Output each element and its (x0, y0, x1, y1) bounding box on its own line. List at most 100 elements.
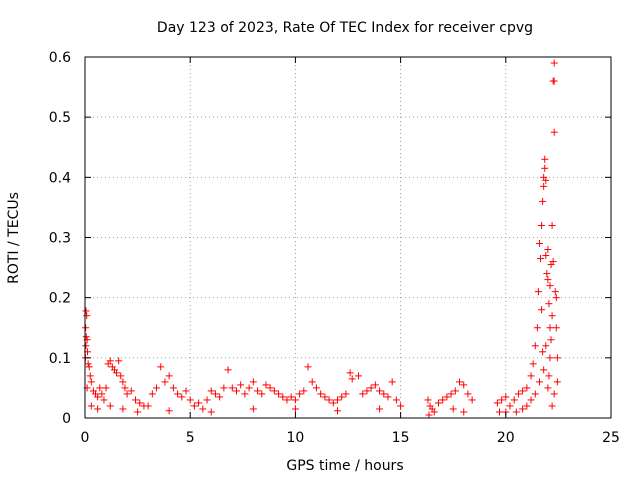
data-point (190, 402, 198, 410)
data-point (464, 390, 472, 398)
data-point (241, 390, 249, 398)
data-point (134, 408, 142, 416)
data-point (82, 324, 90, 332)
data-point (249, 378, 257, 386)
x-tick-label: 5 (186, 430, 195, 446)
data-point (161, 378, 169, 386)
data-point (136, 399, 144, 407)
data-point (207, 387, 215, 395)
data-point (523, 384, 531, 392)
data-point (550, 390, 558, 398)
data-point (94, 405, 102, 413)
data-point (182, 387, 190, 395)
data-point (552, 324, 560, 332)
data-point (531, 390, 539, 398)
data-point (519, 405, 527, 413)
data-point (102, 384, 110, 392)
data-point (534, 288, 542, 296)
data-point (550, 59, 558, 67)
data-point (434, 399, 442, 407)
data-point (211, 390, 219, 398)
data-point (94, 393, 102, 401)
data-point (287, 393, 295, 401)
data-point (550, 77, 558, 85)
data-point (291, 396, 299, 404)
data-point (363, 387, 371, 395)
y-tick-label: 0 (62, 411, 71, 427)
data-point (545, 300, 553, 308)
data-point (342, 390, 350, 398)
data-point (447, 390, 455, 398)
y-tick-label: 0.6 (49, 50, 71, 66)
data-point (82, 307, 90, 315)
data-point (449, 405, 457, 413)
data-point (451, 387, 459, 395)
data-point (106, 402, 114, 410)
data-point (548, 312, 556, 320)
data-point (283, 396, 291, 404)
data-point (228, 384, 236, 392)
data-point (498, 396, 506, 404)
data-point (506, 402, 514, 410)
data-point (249, 405, 257, 413)
data-point (144, 402, 152, 410)
data-point (207, 408, 215, 416)
data-point (533, 324, 541, 332)
data-point (544, 246, 552, 254)
data-point (153, 384, 161, 392)
data-point (87, 402, 95, 410)
data-point (367, 384, 375, 392)
data-point (131, 396, 139, 404)
data-point (317, 390, 325, 398)
data-point (300, 387, 308, 395)
data-point (87, 378, 95, 386)
data-point (266, 384, 274, 392)
data-point (96, 384, 104, 392)
data-point (254, 387, 262, 395)
data-point (275, 390, 283, 398)
data-point (169, 384, 177, 392)
data-point (527, 372, 535, 380)
data-point (232, 387, 240, 395)
data-point (543, 270, 551, 278)
data-point (359, 390, 367, 398)
data-point (535, 378, 543, 386)
data-point (384, 393, 392, 401)
data-point (224, 366, 232, 374)
x-tick-label: 25 (602, 430, 620, 446)
x-tick-label: 10 (286, 430, 304, 446)
data-point (115, 357, 123, 365)
data-point (541, 164, 549, 172)
data-point (529, 360, 537, 368)
data-point (553, 354, 561, 362)
data-point (548, 402, 556, 410)
data-point (542, 342, 550, 350)
data-point (553, 378, 561, 386)
data-point (83, 312, 91, 320)
x-tick-label: 20 (497, 430, 515, 446)
data-point (174, 390, 182, 398)
data-point (165, 407, 173, 415)
data-point (495, 408, 503, 416)
data-point (539, 197, 547, 205)
data-point (119, 405, 127, 413)
y-tick-label: 0.3 (49, 231, 71, 247)
data-point (308, 378, 316, 386)
y-tick-label: 0.2 (49, 291, 71, 307)
data-point (86, 372, 94, 380)
data-point (203, 396, 211, 404)
data-point (84, 360, 92, 368)
data-point (216, 393, 224, 401)
data-point (547, 261, 555, 269)
data-point (546, 354, 554, 362)
data-point (519, 387, 527, 395)
data-point (502, 393, 510, 401)
data-point (312, 384, 320, 392)
data-point (460, 408, 468, 416)
data-point (157, 363, 165, 371)
data-point (117, 372, 125, 380)
data-point (270, 387, 278, 395)
data-point (397, 402, 405, 410)
data-point (237, 381, 245, 389)
